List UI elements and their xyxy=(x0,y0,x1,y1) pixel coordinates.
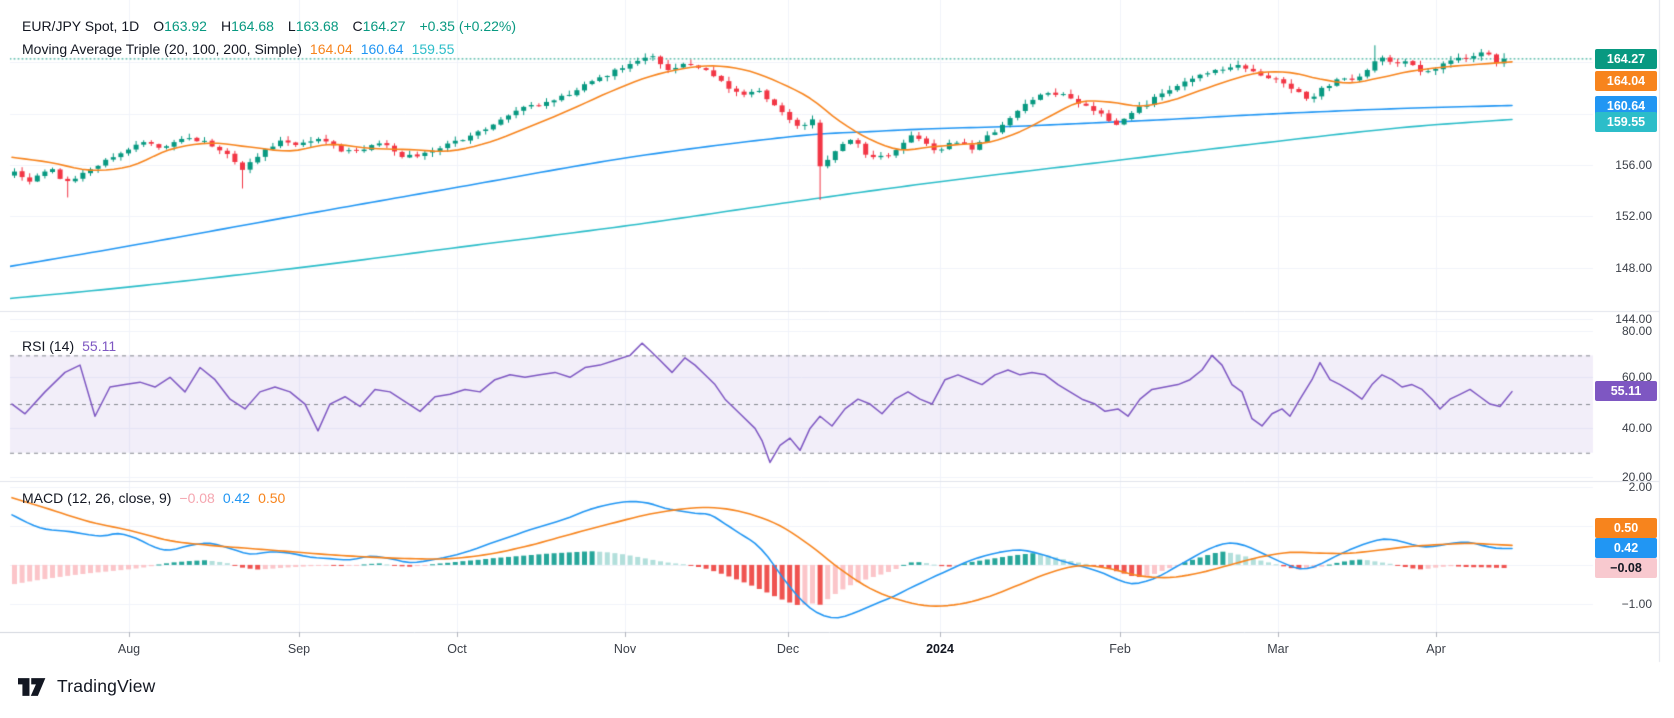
ohlc-low-value: 163.68 xyxy=(295,18,339,34)
ohlc-open-label: O xyxy=(153,18,165,34)
axis-price-badge: 0.42 xyxy=(1595,538,1657,558)
rsi-legend: RSI (14) 55.11 xyxy=(22,338,116,354)
time-axis-label: Apr xyxy=(1426,642,1446,656)
axis-price-label: 60.00 xyxy=(1621,370,1652,384)
axis-price-badge: 160.64 xyxy=(1595,96,1657,116)
tradingview-logo-icon xyxy=(18,677,46,696)
tradingview-logo[interactable]: TradingView xyxy=(18,676,156,697)
macd-legend: MACD (12, 26, close, 9) −0.08 0.42 0.50 xyxy=(22,490,285,506)
time-axis-label: Nov xyxy=(613,642,637,656)
time-scale[interactable] xyxy=(0,632,1659,662)
axis-price-label: 152.00 xyxy=(1615,209,1652,223)
ma-study-title: Moving Average Triple (20, 100, 200, Sim… xyxy=(22,41,302,57)
axis-price-badge: 164.04 xyxy=(1595,71,1657,91)
axis-price-label: 148.00 xyxy=(1615,261,1652,275)
axis-price-label: −1.00 xyxy=(1621,597,1652,611)
macd-signal-value: 0.50 xyxy=(258,490,286,506)
time-axis-label: Aug xyxy=(117,642,141,656)
time-axis-label: Oct xyxy=(447,642,467,656)
rsi-value: 55.11 xyxy=(82,338,117,354)
axis-price-badge: −0.08 xyxy=(1595,558,1657,578)
ohlc-close-label: C xyxy=(352,18,363,34)
ohlc-high-label: H xyxy=(220,18,232,34)
rsi-title: RSI (14) xyxy=(22,338,75,354)
axis-price-label: 40.00 xyxy=(1621,421,1652,435)
axis-price-label: 20.00 xyxy=(1621,470,1652,484)
ohlc-high-value: 164.68 xyxy=(231,18,274,34)
axis-price-badge: 0.50 xyxy=(1595,518,1657,538)
time-axis-label: Dec xyxy=(776,642,800,656)
macd-title: MACD (12, 26, close, 9) xyxy=(22,490,172,506)
ma200-value: 159.55 xyxy=(411,41,455,57)
ma20-value: 164.04 xyxy=(309,41,353,57)
ma-legend: Moving Average Triple (20, 100, 200, Sim… xyxy=(22,41,454,57)
axis-price-label: 80.00 xyxy=(1621,324,1652,338)
ohlc-close-value: 164.27 xyxy=(362,18,406,34)
tradingview-logo-text: TradingView xyxy=(57,676,156,696)
macd-line-value: 0.42 xyxy=(222,490,251,506)
symbol-title: EUR/JPY Spot, 1D xyxy=(22,18,140,34)
time-axis-label: Sep xyxy=(287,642,311,656)
time-axis-label: 2024 xyxy=(926,642,954,656)
change-value: +0.35 (+0.22%) xyxy=(419,18,517,34)
macd-hist-value: −0.08 xyxy=(179,490,215,506)
time-axis-label: Mar xyxy=(1267,642,1289,656)
axis-price-label: 144.00 xyxy=(1615,312,1652,326)
axis-price-label: 156.00 xyxy=(1615,158,1652,172)
axis-price-badge: 164.27 xyxy=(1595,49,1657,69)
time-axis-label: Feb xyxy=(1109,642,1131,656)
symbol-legend: EUR/JPY Spot, 1D O163.92 H164.68 L163.68 C16… xyxy=(22,18,516,34)
axis-price-badge: 159.55 xyxy=(1595,112,1657,132)
ohlc-open-value: 163.92 xyxy=(164,18,207,34)
axis-price-label: 2.00 xyxy=(1628,480,1652,494)
axis-price-badge: 55.11 xyxy=(1595,381,1657,401)
ma100-value: 160.64 xyxy=(360,41,404,57)
ohlc-low-label: L xyxy=(287,18,296,34)
